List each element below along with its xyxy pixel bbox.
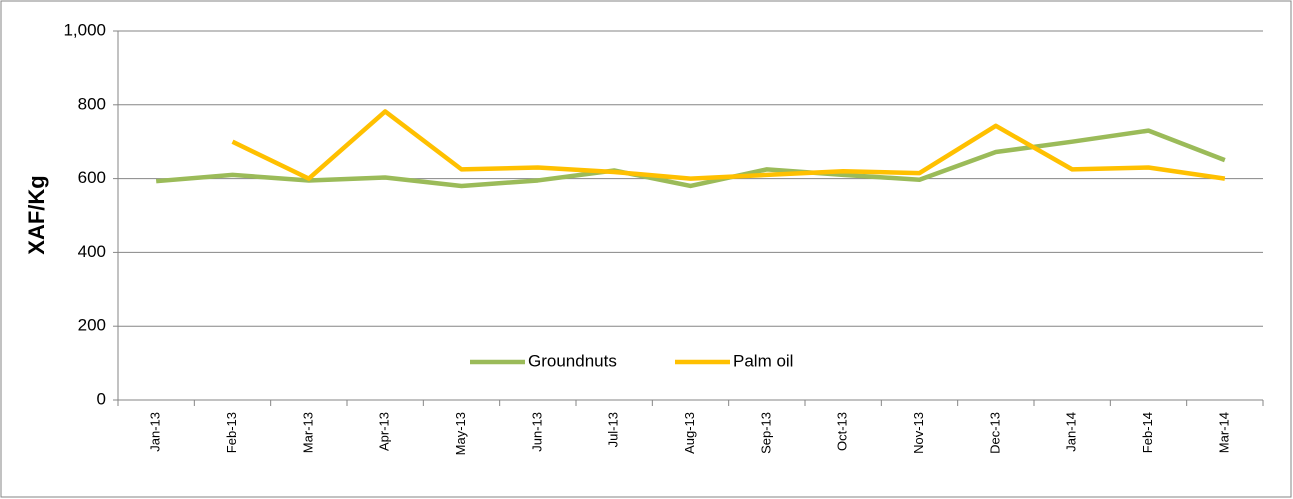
x-tick-label: Sep-13 bbox=[758, 412, 773, 454]
y-tick-label: 0 bbox=[97, 389, 106, 408]
x-tick-label: Oct-13 bbox=[835, 412, 850, 451]
x-tick-label: Apr-13 bbox=[377, 412, 392, 451]
y-tick-label: 800 bbox=[78, 94, 106, 113]
x-tick-label: Jan-14 bbox=[1064, 412, 1079, 452]
series-line bbox=[155, 128, 1226, 189]
x-tick-label: Nov-13 bbox=[911, 412, 926, 454]
x-tick-label: Jul-13 bbox=[606, 412, 621, 447]
legend-label: Palm oil bbox=[733, 351, 793, 370]
legend-label: Groundnuts bbox=[528, 351, 617, 370]
x-tick-label: Dec-13 bbox=[987, 412, 1002, 454]
x-tick-label: May-13 bbox=[453, 412, 468, 455]
x-tick-label: Mar-14 bbox=[1216, 412, 1231, 453]
x-tick-label: Feb-14 bbox=[1140, 412, 1155, 453]
y-tick-label: 400 bbox=[78, 242, 106, 261]
x-tick-label: Feb-13 bbox=[224, 412, 239, 453]
y-tick-label: 600 bbox=[78, 168, 106, 187]
y-axis-label: XAF/Kg bbox=[24, 175, 49, 254]
y-tick-label: 200 bbox=[78, 316, 106, 335]
x-tick-label: Aug-13 bbox=[682, 412, 697, 454]
x-tick-label: Jan-13 bbox=[148, 412, 163, 452]
series-line bbox=[231, 109, 1226, 181]
x-tick-label: Jun-13 bbox=[529, 412, 544, 452]
x-tick-label: Mar-13 bbox=[300, 412, 315, 453]
y-tick-label: 1,000 bbox=[63, 20, 106, 39]
